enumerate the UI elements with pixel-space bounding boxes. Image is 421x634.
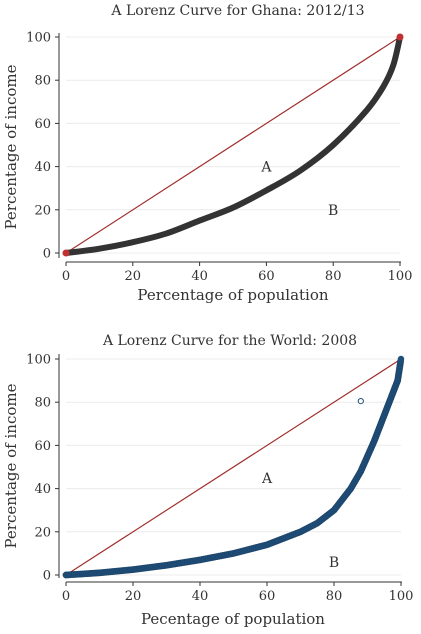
y-tick-label: 20 bbox=[34, 203, 51, 218]
y-tick-label: 100 bbox=[26, 353, 51, 368]
grid bbox=[66, 358, 401, 576]
x-axis-label: Percentage of population bbox=[137, 286, 328, 304]
x-tick-label: 60 bbox=[259, 589, 276, 604]
x-tick-label: 100 bbox=[389, 589, 414, 604]
x-tick-label: 80 bbox=[325, 269, 342, 284]
x-axis-label: Pecentage of population bbox=[141, 610, 325, 628]
plot-area bbox=[62, 33, 404, 257]
y-tick-label: 80 bbox=[34, 74, 51, 89]
curve-end-point bbox=[396, 33, 404, 41]
outlier-point bbox=[357, 398, 364, 405]
x-tick-label: 20 bbox=[125, 589, 142, 604]
equality-line bbox=[65, 36, 401, 254]
y-tick-label: 0 bbox=[43, 247, 51, 262]
x-tick-label: 40 bbox=[192, 589, 209, 604]
y-tick-label: 100 bbox=[26, 31, 51, 46]
y-axis-label: Percentage of income bbox=[2, 64, 20, 229]
region-b-label: B bbox=[329, 555, 339, 571]
x-tick-label: 20 bbox=[125, 269, 142, 284]
y-tick-label: 20 bbox=[34, 525, 51, 540]
x-axis-ticks: 0 20 40 60 80 100 bbox=[62, 582, 414, 604]
region-b-label: B bbox=[328, 203, 338, 219]
y-tick-label: 0 bbox=[43, 569, 51, 584]
lorenz-curve bbox=[63, 34, 403, 256]
plot-area bbox=[62, 355, 405, 579]
region-a-label: A bbox=[261, 471, 273, 487]
chart-world: A Lorenz Curve for the World: 2008 0 20 40… bbox=[2, 333, 413, 628]
region-a-label: A bbox=[260, 160, 272, 176]
x-tick-label: 100 bbox=[388, 269, 413, 284]
data-point bbox=[397, 355, 405, 363]
x-tick-label: 80 bbox=[326, 589, 343, 604]
y-tick-label: 40 bbox=[34, 482, 51, 497]
y-tick-label: 80 bbox=[34, 396, 51, 411]
x-tick-label: 40 bbox=[191, 269, 208, 284]
y-tick-label: 60 bbox=[34, 117, 51, 132]
x-tick-label: 60 bbox=[258, 269, 275, 284]
y-axis-label: Percentage of income bbox=[2, 383, 20, 548]
x-tick-label: 0 bbox=[62, 589, 70, 604]
x-tick-label: 0 bbox=[62, 269, 70, 284]
y-tick-label: 40 bbox=[34, 160, 51, 175]
chart-title: A Lorenz Curve for the World: 2008 bbox=[102, 333, 357, 349]
x-axis-ticks: 0 20 40 60 80 100 bbox=[62, 262, 413, 284]
grid bbox=[66, 36, 400, 254]
y-axis-ticks: 0 20 40 60 80 100 bbox=[26, 353, 59, 584]
curve-start-point bbox=[62, 249, 70, 257]
chart-ghana: A Lorenz Curve for Ghana: 2012/13 0 20 40 6… bbox=[2, 3, 412, 304]
chart-title: A Lorenz Curve for Ghana: 2012/13 bbox=[110, 3, 364, 19]
y-axis-ticks: 0 20 40 60 80 100 bbox=[26, 31, 59, 262]
equality-line bbox=[65, 358, 402, 576]
y-tick-label: 60 bbox=[34, 439, 51, 454]
